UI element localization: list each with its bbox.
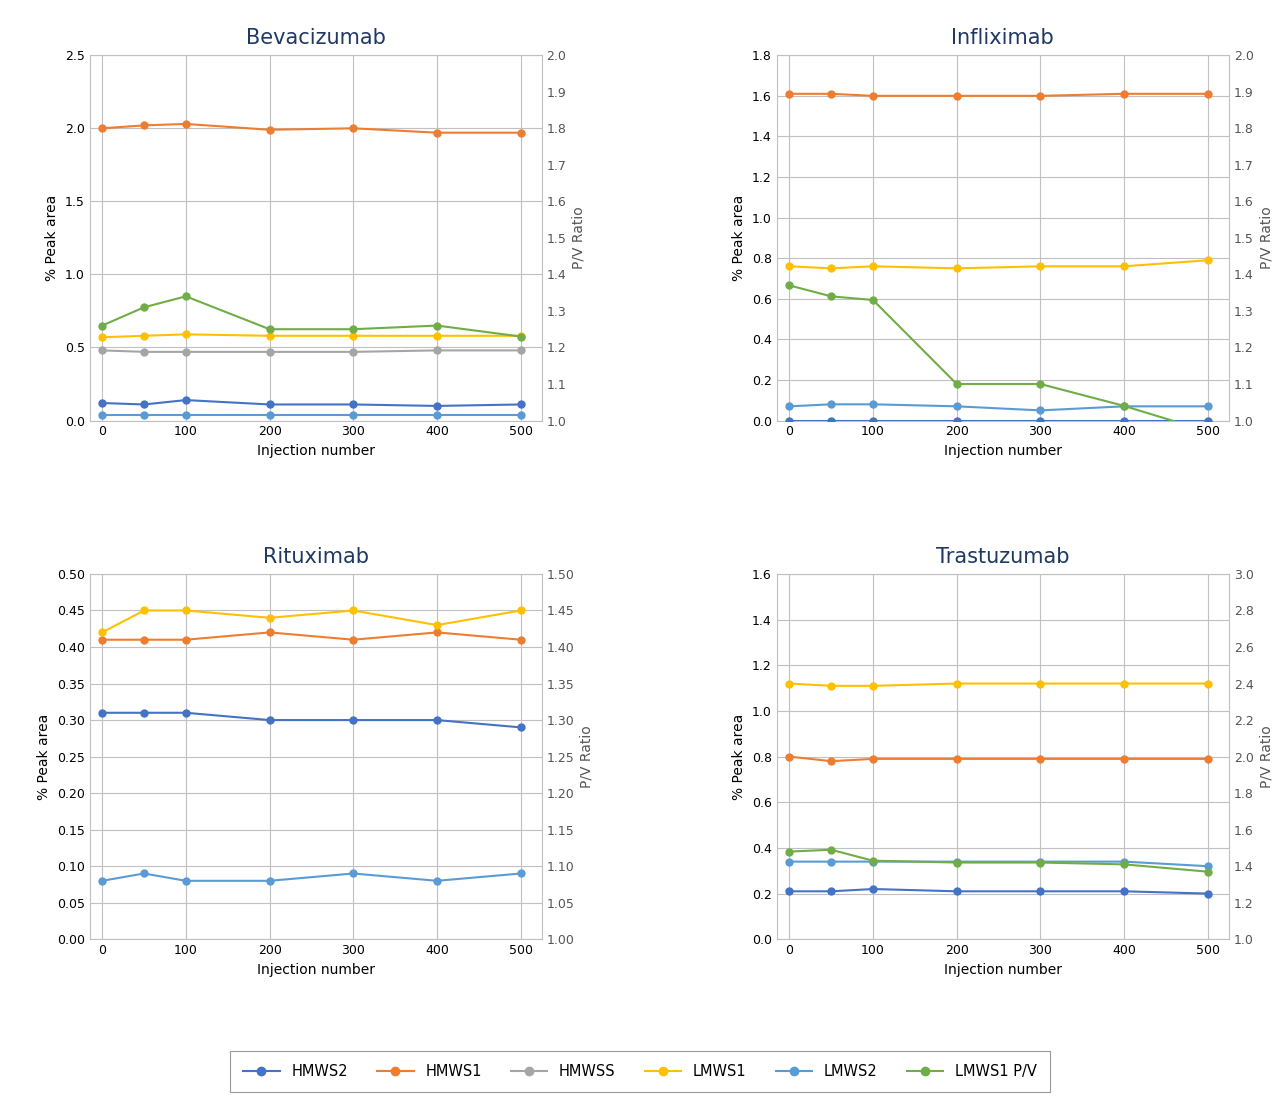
Y-axis label: % Peak area: % Peak area [37, 714, 51, 800]
Y-axis label: % Peak area: % Peak area [732, 714, 746, 800]
Y-axis label: P/V Ratio: P/V Ratio [1260, 207, 1274, 270]
X-axis label: Injection number: Injection number [256, 444, 375, 457]
Legend: HMWS2, HMWS1, HMWSS, LMWS1, LMWS2, LMWS1 P/V: HMWS2, HMWS1, HMWSS, LMWS1, LMWS2, LMWS1… [230, 1051, 1050, 1092]
X-axis label: Injection number: Injection number [943, 962, 1062, 977]
Title: Bevacizumab: Bevacizumab [246, 28, 385, 49]
Y-axis label: P/V Ratio: P/V Ratio [572, 207, 586, 270]
Y-axis label: P/V Ratio: P/V Ratio [580, 725, 594, 788]
Y-axis label: % Peak area: % Peak area [732, 194, 746, 281]
Title: Rituximab: Rituximab [262, 547, 369, 567]
Title: Infliximab: Infliximab [951, 28, 1055, 49]
Title: Trastuzumab: Trastuzumab [936, 547, 1070, 567]
X-axis label: Injection number: Injection number [256, 962, 375, 977]
Y-axis label: P/V Ratio: P/V Ratio [1260, 725, 1274, 788]
X-axis label: Injection number: Injection number [943, 444, 1062, 457]
Y-axis label: % Peak area: % Peak area [45, 194, 59, 281]
